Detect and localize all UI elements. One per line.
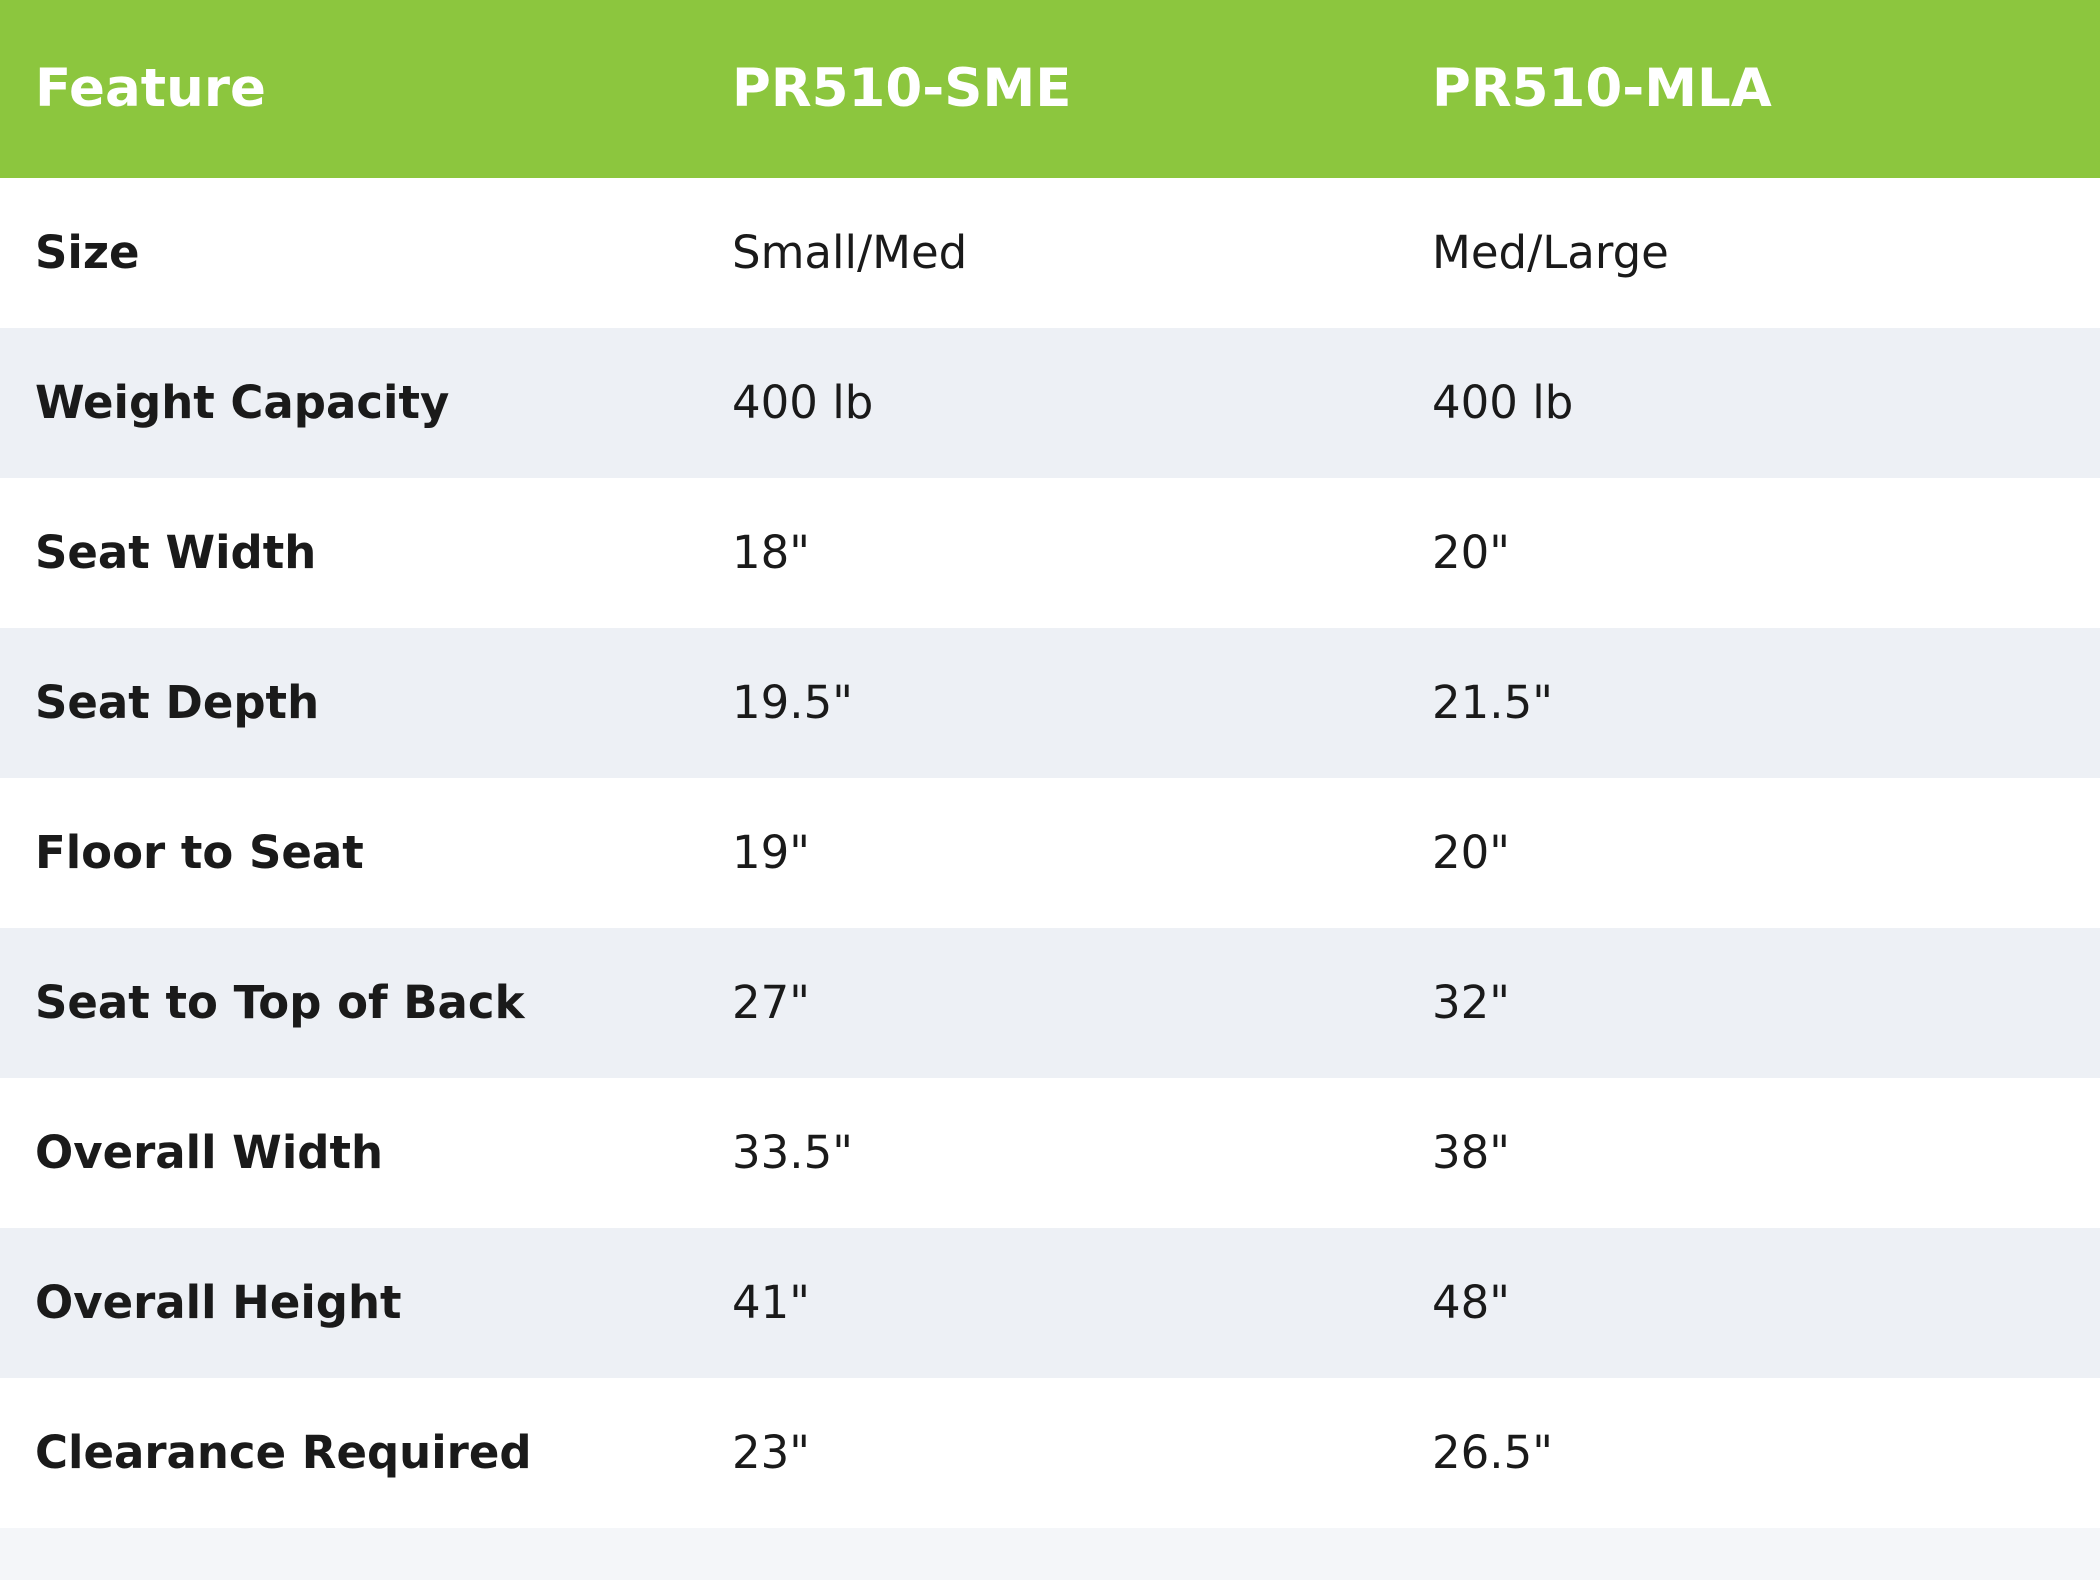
table-row: Weight Capacity 400 lb 400 lb [0, 328, 2100, 478]
table-row: Size Small/Med Med/Large [0, 178, 2100, 328]
feature-label: Seat to Top of Back [35, 976, 525, 1029]
feature-label: Size [35, 226, 140, 279]
feature-label: Overall Height [35, 1276, 402, 1329]
table-row: Clearance Required 23" 26.5" [0, 1378, 2100, 1528]
feature-label: Overall Width [35, 1126, 384, 1179]
spec-value: 20" [1432, 526, 1510, 579]
spec-value: 19" [732, 826, 810, 879]
spec-value: 48" [1432, 1276, 1510, 1329]
spec-value: 400 lb [1432, 376, 1574, 429]
spec-value: 20" [1432, 826, 1510, 879]
table-row: Seat to Top of Back 27" 32" [0, 928, 2100, 1078]
table-row: Overall Width 33.5" 38" [0, 1078, 2100, 1228]
table-row: Seat Depth 19.5" 21.5" [0, 628, 2100, 778]
spec-value: 41" [732, 1276, 810, 1329]
spec-value: 21.5" [1432, 676, 1553, 729]
spec-value: 26.5" [1432, 1426, 1553, 1479]
partial-row-cutoff [0, 1528, 2100, 1580]
spec-value: 18" [732, 526, 810, 579]
spec-value: 400 lb [732, 376, 874, 429]
table-row: Overall Height 41" 48" [0, 1228, 2100, 1378]
feature-label: Weight Capacity [35, 376, 450, 429]
column-header-pr510-sme: PR510-SME [732, 58, 1072, 120]
spec-value: 38" [1432, 1126, 1510, 1179]
spec-value: Small/Med [732, 226, 968, 279]
feature-label: Floor to Seat [35, 826, 364, 879]
table-row: Floor to Seat 19" 20" [0, 778, 2100, 928]
table-body: Size Small/Med Med/Large Weight Capacity 400… [0, 178, 2100, 1528]
column-header-pr510-mla: PR510-MLA [1432, 58, 1772, 120]
spec-value: 32" [1432, 976, 1510, 1029]
spec-value: Med/Large [1432, 226, 1669, 279]
feature-label: Seat Depth [35, 676, 320, 729]
spec-value: 19.5" [732, 676, 853, 729]
table-row: Seat Width 18" 20" [0, 478, 2100, 628]
table-header-row: Feature PR510-SME PR510-MLA [0, 0, 2100, 178]
spec-value: 23" [732, 1426, 810, 1479]
spec-value: 27" [732, 976, 810, 1029]
feature-label: Seat Width [35, 526, 317, 579]
feature-label: Clearance Required [35, 1426, 532, 1479]
column-header-feature: Feature [35, 58, 266, 120]
spec-value: 33.5" [732, 1126, 853, 1179]
